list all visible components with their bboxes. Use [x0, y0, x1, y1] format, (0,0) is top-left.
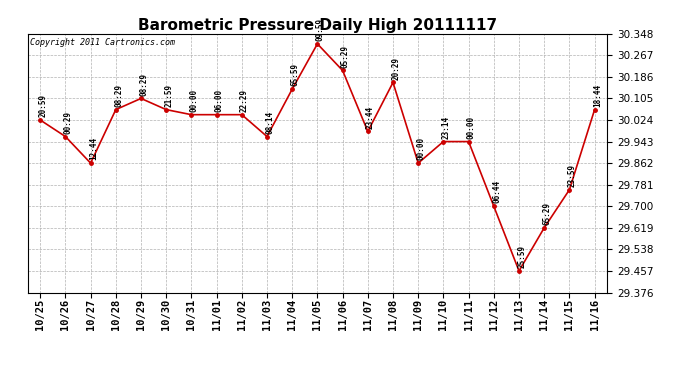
Text: 23:59: 23:59: [568, 164, 577, 187]
Text: 06:00: 06:00: [215, 89, 224, 112]
Text: 18:44: 18:44: [593, 84, 602, 107]
Text: 08:29: 08:29: [114, 84, 123, 107]
Text: 00:00: 00:00: [417, 137, 426, 160]
Text: 23:44: 23:44: [366, 105, 375, 129]
Text: 65:29: 65:29: [542, 202, 551, 225]
Text: 23:14: 23:14: [442, 116, 451, 139]
Text: 21:59: 21:59: [164, 84, 173, 107]
Text: 06:44: 06:44: [492, 180, 501, 204]
Text: 65:59: 65:59: [290, 63, 299, 86]
Text: 20:29: 20:29: [391, 57, 400, 80]
Text: 00:00: 00:00: [190, 89, 199, 112]
Text: 20:59: 20:59: [39, 94, 48, 117]
Text: Copyright 2011 Cartronics.com: Copyright 2011 Cartronics.com: [30, 38, 175, 46]
Text: 25:59: 25:59: [518, 245, 526, 268]
Text: 22:29: 22:29: [240, 89, 249, 112]
Title: Barometric Pressure Daily High 20111117: Barometric Pressure Daily High 20111117: [138, 18, 497, 33]
Text: 08:29: 08:29: [139, 72, 148, 96]
Text: 00:00: 00:00: [467, 116, 476, 139]
Text: 05:29: 05:29: [341, 45, 350, 68]
Text: 12:44: 12:44: [89, 137, 98, 160]
Text: 08:14: 08:14: [265, 111, 275, 134]
Text: 09:59: 09:59: [316, 18, 325, 41]
Text: 00:29: 00:29: [63, 111, 72, 134]
